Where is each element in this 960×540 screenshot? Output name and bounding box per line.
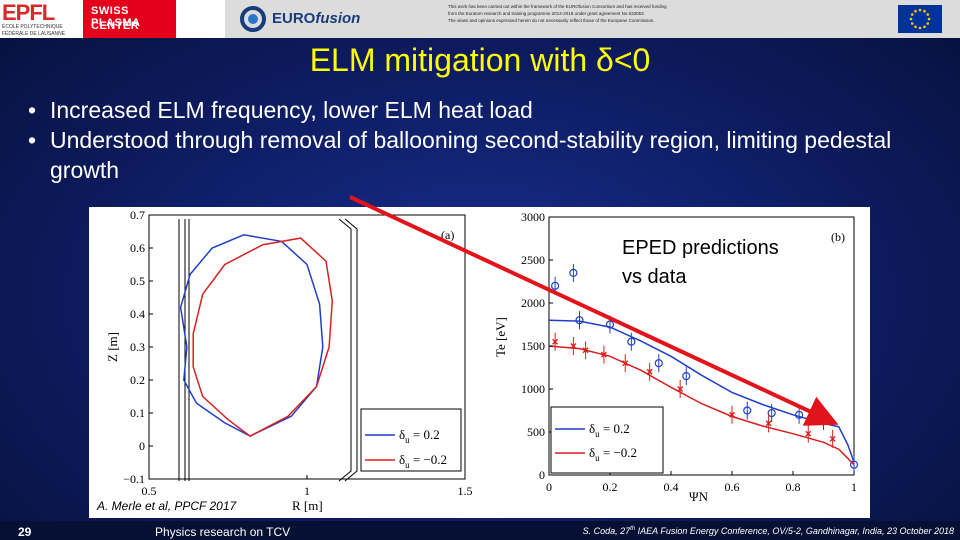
eurofusion-prefix: EURO — [272, 10, 316, 27]
eurofusion-logo: EUROfusion — [240, 6, 360, 32]
epfl-subtitle-1: ÉCOLE POLYTECHNIQUE — [2, 24, 63, 30]
eurofusion-swirl-icon — [240, 6, 266, 32]
epfl-subtitle-2: FÉDÉRALE DE LAUSANNE — [2, 31, 66, 37]
panel-b-ytick-label: 0 — [539, 468, 545, 482]
eu-star — [923, 25, 926, 29]
panel-a-ytick-label: 0.4 — [130, 307, 145, 321]
epfl-logo: EPFL ÉCOLE POLYTECHNIQUE FÉDÉRALE DE LAU… — [0, 0, 82, 38]
bullet-item: Increased ELM frequency, lower ELM heat … — [28, 95, 928, 125]
panel-b-data-point — [765, 420, 772, 427]
panel-b-ytick-label: 1500 — [521, 339, 545, 353]
slide-title: ELM mitigation with δ<0 — [309, 42, 651, 78]
eu-star — [926, 13, 930, 16]
eurofusion-suffix: fusion — [315, 10, 361, 27]
epfl-wordmark: EPFL — [2, 0, 55, 25]
figure-annotation-line-1: EPED predictions — [622, 237, 779, 259]
panel-a-xtick-label: 0.5 — [142, 484, 157, 498]
panel-b-xtick-label: 0.4 — [664, 480, 679, 494]
eu-star — [914, 25, 917, 29]
eu-star — [909, 17, 913, 21]
panel-a-ylabel: Z [m] — [105, 332, 120, 362]
panel-a-series-1 — [192, 237, 334, 437]
footer-center-text: Physics research on TCV — [155, 525, 291, 539]
panel-b-xtick-label: 0.2 — [603, 480, 618, 494]
panel-b-data-point — [829, 435, 836, 442]
spc-line-1: SWISS PLASMA — [91, 5, 141, 29]
panel-a-ytick-label: 0.7 — [130, 208, 145, 222]
disclaimer-line: This work has been carried out within th… — [448, 4, 667, 9]
panel-b-xtick-label: 0.6 — [725, 480, 740, 494]
panel-b-xtick-label: 0 — [546, 480, 552, 494]
eu-star — [923, 9, 926, 13]
eu-star — [910, 22, 914, 25]
eu-flag-icon — [898, 5, 942, 33]
figure-annotation: EPED predictions vs data — [622, 234, 779, 292]
panel-b-data-point — [849, 460, 859, 469]
panel-a-ytick-label: 0 — [139, 439, 145, 453]
panel-b-data-point — [805, 430, 812, 437]
panel-a-xtick-label: 1.5 — [458, 484, 473, 498]
panel-a-xlabel: R [m] — [292, 498, 323, 513]
disclaimer-line: The views and opinions expressed herein … — [448, 18, 655, 23]
panel-b-legend-label-neg: δu = −0.2 — [589, 445, 637, 463]
panel-b-ytick-label: 500 — [527, 425, 545, 439]
panel-b-legend-label-pos: δu = 0.2 — [589, 421, 630, 439]
spc-line-2: CENTER — [91, 20, 140, 32]
panel-b-label: (b) — [831, 230, 845, 244]
panel-b-ytick-label: 1000 — [521, 382, 545, 396]
panel-b-ytick-label: 3000 — [521, 210, 545, 224]
panel-b-xlabel: ΨN — [689, 489, 709, 504]
funding-disclaimer: This work has been carried out within th… — [448, 3, 748, 24]
panel-b-xtick-label: 0.8 — [786, 480, 801, 494]
panel-b-xtick-label: 1 — [851, 480, 857, 494]
header-gray-band — [225, 0, 960, 38]
panel-b-ylabel: Te [eV] — [493, 317, 508, 357]
panel-a-label: (a) — [441, 228, 454, 242]
eu-star — [927, 17, 931, 21]
bullet-list: Increased ELM frequency, lower ELM heat … — [28, 95, 928, 185]
panel-a-ytick-label: 0.5 — [130, 274, 145, 288]
panel-a-legend-label-neg: δu = −0.2 — [399, 452, 447, 470]
panel-a-ytick-label: −0.1 — [123, 472, 145, 486]
eu-star — [918, 26, 922, 30]
footer-right-text: S. Coda, 27th IAEA Fusion Energy Confere… — [582, 526, 954, 536]
citation: A. Merle et al, PPCF 2017 — [97, 499, 237, 513]
panel-a-ytick-label: 0.3 — [130, 340, 145, 354]
figure-annotation-line-2: vs data — [622, 266, 687, 288]
panel-a-ytick-label: 0.2 — [130, 373, 145, 387]
panel-a-xtick-label: 1 — [304, 484, 310, 498]
page-number: 29 — [18, 525, 32, 539]
footer-bar: 29 Physics research on TCV S. Coda, 27th… — [0, 521, 960, 540]
bullet-item: Understood through removal of ballooning… — [28, 125, 928, 185]
panel-a-ytick-label: 0.1 — [130, 406, 145, 420]
panel-a-ytick-label: 0.6 — [130, 241, 145, 255]
panel-b-legend — [550, 406, 664, 474]
eu-star — [910, 13, 914, 16]
eu-star — [914, 9, 917, 13]
panel-a-legend-label-pos: δu = 0.2 — [399, 427, 440, 445]
disclaimer-line: from the Euratom research and training p… — [448, 11, 645, 16]
panel-b-ytick-label: 2000 — [521, 296, 545, 310]
eu-star — [926, 22, 930, 25]
vessel-wall-lines — [178, 218, 358, 482]
swiss-plasma-center-logo: SWISS PLASMA CENTER — [83, 0, 176, 38]
eu-star — [918, 8, 922, 12]
panel-b-ytick-label: 2500 — [521, 253, 545, 267]
panel-a-series-0 — [179, 234, 324, 437]
